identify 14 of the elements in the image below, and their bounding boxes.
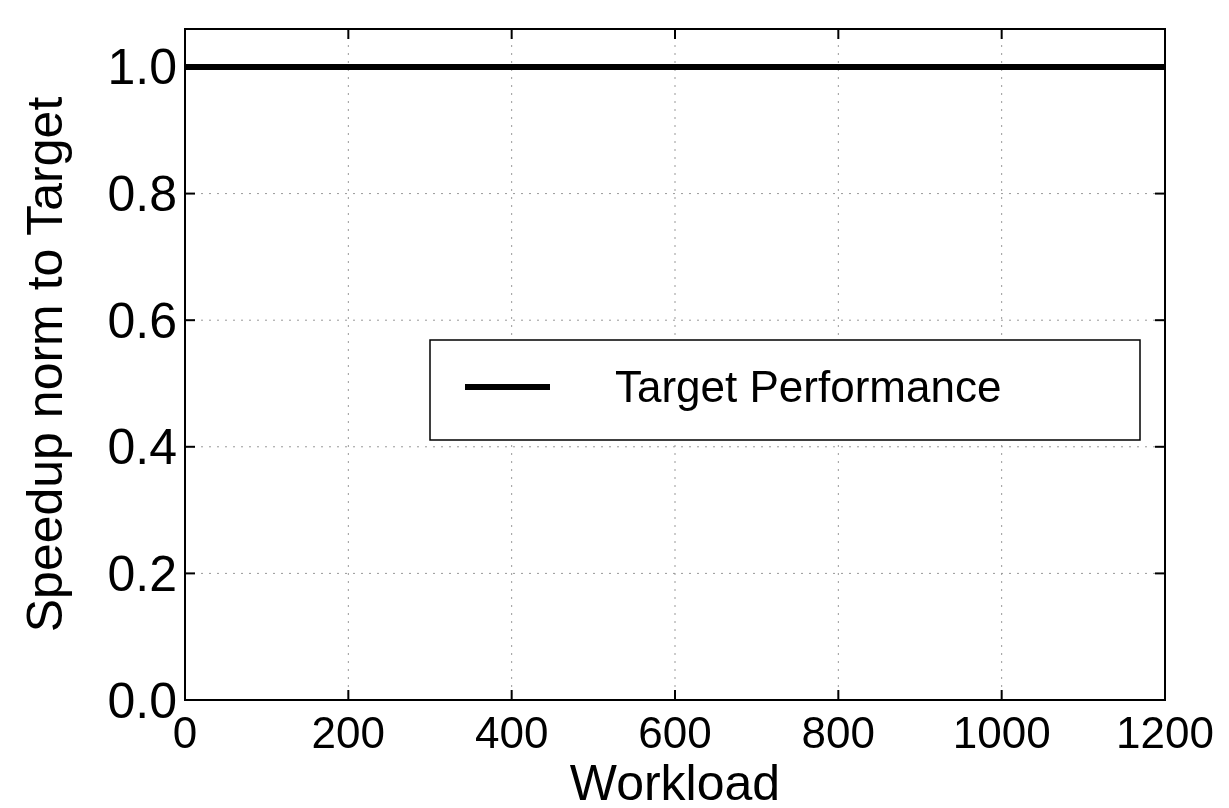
x-tick-label: 1200 <box>1116 708 1214 757</box>
x-tick-label: 1000 <box>952 708 1051 757</box>
y-tick-label: 1.0 <box>107 39 177 96</box>
x-tick-label: 600 <box>638 708 712 757</box>
x-tick-label: 800 <box>801 708 876 757</box>
y-axis-title: Speedup norm to Target <box>17 96 73 633</box>
x-axis-title: Workload <box>569 755 781 808</box>
x-tick-label: 200 <box>311 708 386 757</box>
legend-label: Target Performance <box>615 362 1002 412</box>
y-tick-label: 0.4 <box>107 419 177 476</box>
x-tick-label: 400 <box>474 708 549 757</box>
y-tick-label: 0.6 <box>107 292 177 349</box>
y-tick-label: 0.2 <box>107 545 177 602</box>
y-tick-label: 0.8 <box>107 166 177 223</box>
